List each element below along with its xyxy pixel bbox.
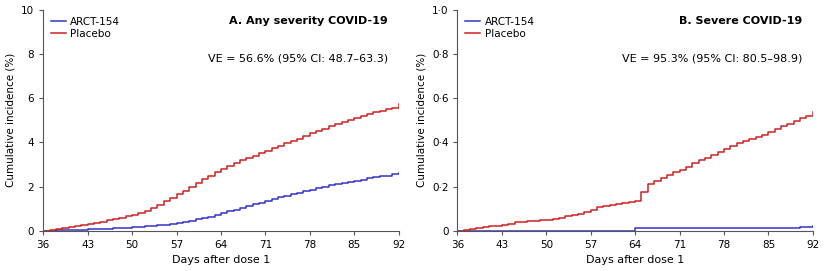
Y-axis label: Cumulative incidence (%): Cumulative incidence (%) <box>417 53 427 187</box>
X-axis label: Days after dose 1: Days after dose 1 <box>172 256 270 265</box>
Line: ARCT-154: ARCT-154 <box>43 173 398 231</box>
Placebo <box>548 217 558 220</box>
Placebo <box>394 103 403 106</box>
ARCT-154 <box>700 227 710 230</box>
Line: ARCT-154: ARCT-154 <box>457 226 813 231</box>
ARCT-154 <box>285 193 295 196</box>
Line: Placebo: Placebo <box>457 112 813 231</box>
Text: VE = 95.3% (95% CI: 80.5–98.9): VE = 95.3% (95% CI: 80.5–98.9) <box>622 54 802 64</box>
ARCT-154 <box>134 225 144 228</box>
ARCT-154 <box>280 194 290 197</box>
Y-axis label: Cumulative incidence (%): Cumulative incidence (%) <box>6 53 16 187</box>
Placebo <box>472 227 482 230</box>
Legend: ARCT-154, Placebo: ARCT-154, Placebo <box>463 15 536 41</box>
ARCT-154 <box>548 229 558 233</box>
ARCT-154 <box>472 229 482 233</box>
Placebo <box>285 140 295 143</box>
Placebo <box>134 211 144 214</box>
Placebo <box>465 227 475 231</box>
X-axis label: Days after dose 1: Days after dose 1 <box>586 256 684 265</box>
ARCT-154 <box>394 172 403 175</box>
Placebo <box>605 203 615 207</box>
Placebo <box>808 111 818 114</box>
ARCT-154 <box>808 224 818 228</box>
ARCT-154 <box>465 229 475 233</box>
ARCT-154 <box>58 228 68 232</box>
Placebo <box>191 181 200 184</box>
Legend: ARCT-154, Placebo: ARCT-154, Placebo <box>49 15 122 41</box>
ARCT-154 <box>605 229 615 233</box>
Text: A. Any severity COVID-19: A. Any severity COVID-19 <box>229 16 388 26</box>
Placebo <box>452 229 462 233</box>
ARCT-154 <box>452 229 462 233</box>
Text: VE = 56.6% (95% CI: 48.7–63.3): VE = 56.6% (95% CI: 48.7–63.3) <box>208 54 388 64</box>
ARCT-154 <box>191 218 200 221</box>
ARCT-154 <box>38 229 48 233</box>
Placebo <box>700 156 710 159</box>
ARCT-154 <box>694 227 704 230</box>
ARCT-154 <box>51 229 61 232</box>
Placebo <box>58 226 68 230</box>
Line: Placebo: Placebo <box>43 104 398 231</box>
Placebo <box>694 159 704 162</box>
Text: B. Severe COVID-19: B. Severe COVID-19 <box>679 16 802 26</box>
Placebo <box>280 142 290 145</box>
Placebo <box>38 229 48 233</box>
Placebo <box>51 227 61 231</box>
